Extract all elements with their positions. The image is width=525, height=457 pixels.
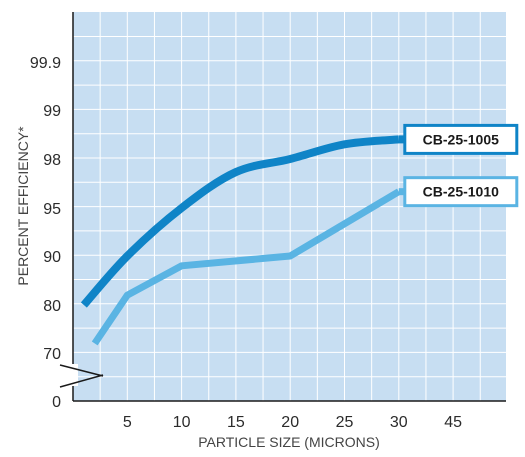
y-tick-label: 90 <box>43 249 61 266</box>
y-tick-label: 0 <box>52 394 61 411</box>
x-tick-label: 15 <box>227 414 245 431</box>
series-label-box <box>403 176 519 208</box>
y-axis-break-mark <box>59 374 104 388</box>
x-tick-label: 30 <box>390 414 408 431</box>
y-tick-label: 80 <box>43 298 61 315</box>
x-tick-label: 20 <box>281 414 299 431</box>
series-label-box <box>403 123 519 155</box>
axes <box>59 12 506 402</box>
series <box>80 135 401 346</box>
x-tick-label: 10 <box>173 414 191 431</box>
y-axis-title: PERCENT EFFICIENCY* <box>15 126 31 286</box>
series-line-cb-25-1005 <box>80 135 400 308</box>
x-tick-label: 25 <box>336 414 354 431</box>
y-tick-label: 99 <box>43 103 61 120</box>
y-tick-label: 99.9 <box>30 55 61 72</box>
x-tick-label: 5 <box>123 414 132 431</box>
series-labels: CB-25-1005 CB-25-1010 <box>398 123 519 208</box>
series-line-cb-25-1010 <box>91 188 401 346</box>
series-label-text: CB-25-1010 <box>423 184 499 200</box>
y-axis-break-mark-2 <box>59 364 104 377</box>
tick-labels: 5 10 15 20 25 30 45 0 70 80 90 95 98 99 99.9 <box>30 55 462 431</box>
y-tick-label: 70 <box>43 346 61 363</box>
series-label-text: CB-25-1005 <box>423 131 499 147</box>
y-tick-label: 95 <box>43 201 61 218</box>
x-tick-label: 45 <box>444 414 462 431</box>
x-axis-title: PARTICLE SIZE (MICRONS) <box>198 434 380 450</box>
y-tick-label: 98 <box>43 152 61 169</box>
